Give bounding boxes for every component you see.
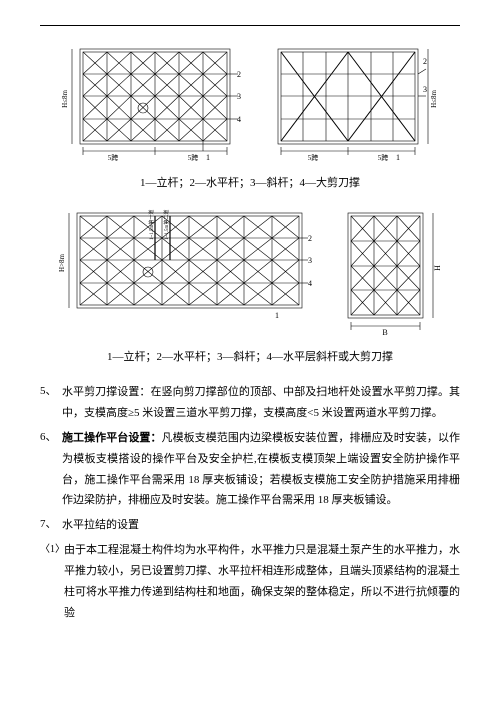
item-number: 6、 <box>40 428 62 512</box>
item-content: 水平拉结的设置 <box>62 515 460 536</box>
caption-2: 1—立杆；2—水平杆；3—斜杆；4—水平层斜杆或大剪刀撑 <box>40 348 460 364</box>
svg-text:4: 4 <box>237 115 241 124</box>
svg-text:1~1.5m第一道: 1~1.5m第一道 <box>148 210 155 240</box>
svg-text:1: 1 <box>396 153 400 162</box>
item-content: 水平剪刀撑设置：在竖向剪刀撑部位的顶部、中部及扫地杆处设置水平剪刀撑。其中，支模… <box>62 382 460 424</box>
svg-text:5跨: 5跨 <box>307 153 318 162</box>
diagram-2-right: H B <box>340 208 445 338</box>
diagram-1-left: H≤8m 5跨 5跨 2 3 4 1 <box>58 44 243 164</box>
item-number: 7、 <box>40 515 62 536</box>
diagram-2-left: H>8m 1~1.5m第一道 1~1.5m第二道 2 3 4 1 <box>55 208 315 338</box>
caption-1: 1—立杆；2—水平杆；3—斜杆；4—大剪刀撑 <box>40 174 460 190</box>
svg-text:H: H <box>433 265 442 271</box>
list-item-7: 7、 水平拉结的设置 <box>40 515 460 536</box>
sub-content: 由于本工程混凝土构件均为水平构件，水平推力只是混凝土泵产生的水平推力，水平推力较… <box>64 540 460 624</box>
sub-number: 〈1〉 <box>40 540 64 624</box>
svg-text:1: 1 <box>206 153 210 162</box>
item-number: 5、 <box>40 382 62 424</box>
svg-text:5跨: 5跨 <box>187 153 198 162</box>
svg-text:H≤8m: H≤8m <box>430 90 438 108</box>
svg-text:4: 4 <box>308 279 312 288</box>
svg-text:2: 2 <box>237 70 241 79</box>
diagram-1-right: H≤8m 5跨 5跨 2 3 1 <box>268 44 443 164</box>
svg-text:1~1.5m第二道: 1~1.5m第二道 <box>163 210 170 240</box>
diagram-row-2: H>8m 1~1.5m第一道 1~1.5m第二道 2 3 4 1 <box>40 208 460 338</box>
svg-text:H>8m: H>8m <box>58 253 66 272</box>
svg-text:5跨: 5跨 <box>377 153 388 162</box>
svg-text:2: 2 <box>423 57 427 66</box>
list-item-5: 5、 水平剪刀撑设置：在竖向剪刀撑部位的顶部、中部及扫地杆处设置水平剪刀撑。其中… <box>40 382 460 424</box>
sub-item-1: 〈1〉 由于本工程混凝土构件均为水平构件，水平推力只是混凝土泵产生的水平推力，水… <box>40 540 460 624</box>
page-top-rule <box>40 25 460 26</box>
svg-text:B: B <box>382 328 387 337</box>
svg-text:2: 2 <box>308 234 312 243</box>
svg-text:H≤8m: H≤8m <box>61 90 69 108</box>
svg-text:1: 1 <box>275 311 279 320</box>
svg-text:3: 3 <box>308 256 312 265</box>
svg-text:5跨: 5跨 <box>107 153 118 162</box>
diagram-row-1: H≤8m 5跨 5跨 2 3 4 1 <box>40 44 460 164</box>
svg-text:3: 3 <box>423 85 427 94</box>
item-content: 施工操作平台设置：凡模板支模范围内边梁模板安装位置，排栅应及时安装，以作为模板支… <box>62 428 460 512</box>
bold-label: 施工操作平台设置： <box>62 432 162 444</box>
list-item-6: 6、 施工操作平台设置：凡模板支模范围内边梁模板安装位置，排栅应及时安装，以作为… <box>40 428 460 512</box>
svg-text:3: 3 <box>237 92 241 101</box>
